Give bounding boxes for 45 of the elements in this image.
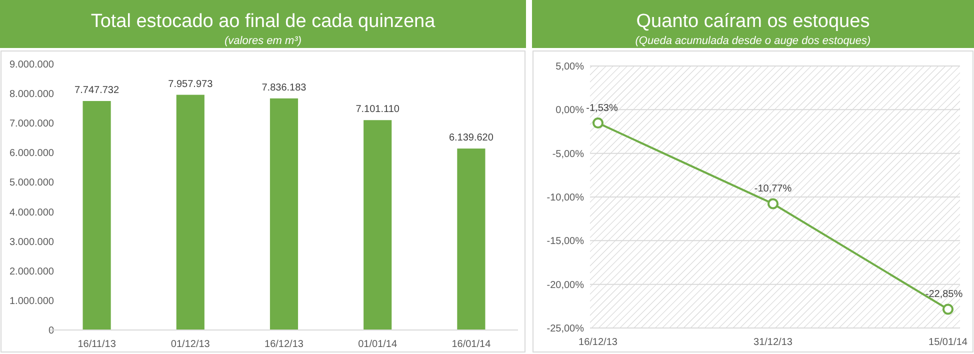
- y-tick-label: 6.000.000: [10, 148, 54, 160]
- y-tick-label: 4.000.000: [10, 207, 54, 218]
- bar: [176, 94, 204, 330]
- x-tick-label: 16/12/13: [578, 337, 618, 348]
- x-tick-label: 16/11/13: [78, 339, 116, 350]
- data-label: -10,77%: [754, 184, 792, 195]
- y-tick-label: 5.000.000: [10, 178, 54, 189]
- y-tick-label: 8.000.000: [10, 89, 54, 100]
- x-tick-label: 16/01/14: [452, 339, 492, 350]
- bar: [364, 120, 392, 330]
- data-label: 7.101.110: [356, 104, 400, 116]
- chart-subtitle: (valores em m³): [224, 35, 302, 47]
- y-tick-label: 0: [48, 326, 54, 336]
- bar: [270, 98, 298, 330]
- data-label: 7.957.973: [168, 78, 214, 90]
- data-label: 7.747.732: [74, 85, 120, 96]
- chart-title: Total estocado ao final de cada quinzena: [90, 11, 436, 32]
- data-label: -1,53%: [586, 103, 618, 114]
- y-tick-label: -25,00%: [546, 324, 584, 334]
- x-tick-label: 15/01/14: [928, 337, 968, 348]
- y-tick-label: 1.000.000: [10, 296, 54, 307]
- y-tick-label: -15,00%: [546, 236, 584, 248]
- y-tick-label: 3.000.000: [10, 236, 54, 248]
- y-tick-label: -10,00%: [546, 192, 584, 204]
- point: [768, 198, 778, 210]
- point: [942, 304, 954, 315]
- x-tick-label: 01/12/13: [170, 339, 210, 350]
- y-tick-label: 7.000.000: [10, 118, 54, 130]
- data-label: -22,85%: [925, 289, 963, 300]
- y-tick-label: 2.000.000: [10, 266, 54, 278]
- y-tick-label: -5,00%: [552, 148, 584, 160]
- data-label: 6.139.620: [448, 132, 494, 144]
- y-tick-label: 0,00%: [556, 105, 584, 116]
- data-label: 7.836.183: [262, 82, 307, 94]
- y-tick-label: 5,00%: [556, 62, 584, 72]
- x-tick-label: 16/12/13: [264, 339, 304, 350]
- chart-subtitle: (Queda acumulada desde o auge dos estoques): [635, 35, 872, 47]
- chart-title: Quanto caíram os estoques: [636, 11, 870, 32]
- x-tick-label: 01/01/14: [358, 339, 398, 350]
- y-tick-label: 9.000.000: [10, 60, 54, 70]
- y-tick-label: -20,00%: [546, 280, 584, 291]
- x-tick-label: 31/12/13: [754, 337, 793, 348]
- bar: [457, 148, 486, 330]
- point: [592, 118, 604, 129]
- bar: [82, 101, 111, 330]
